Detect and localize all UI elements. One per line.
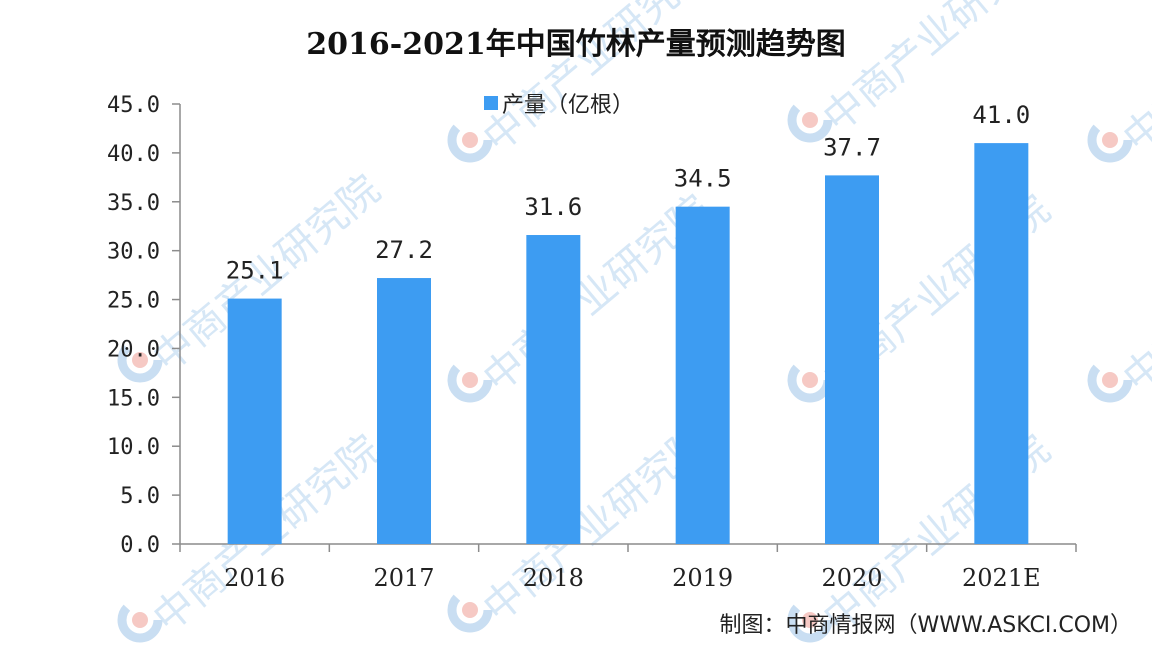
watermark-logo-core-icon [1102,372,1118,388]
bar [377,278,431,544]
chart-title: 2016-2021年中国竹林产量预测趋势图 [306,27,845,62]
x-tick-label: 2019 [672,564,733,592]
watermark-text: 中商产业研究院 [1115,186,1152,401]
x-tick-label: 2017 [373,564,434,592]
data-label: 41.0 [972,101,1030,129]
data-label: 31.6 [524,193,582,221]
legend-label: 产量（亿根） [502,93,634,118]
watermark-logo-core-icon [1102,132,1118,148]
watermark-logo-core-icon [462,372,478,388]
watermark-logo-core-icon [802,612,818,628]
bar [526,235,581,544]
watermark-mark: 中商产业研究院 [1087,186,1152,403]
bar [974,143,1029,544]
y-tick-label: 10.0 [107,435,160,460]
y-tick-label: 40.0 [107,142,160,167]
watermark-logo-icon [1087,117,1133,163]
watermark-logo-core-icon [462,132,478,148]
bar [227,298,282,544]
watermark-logo-icon [447,357,493,403]
data-labels: 25.1 27.2 31.6 34.5 37.7 41.0 [226,101,1030,284]
data-label: 37.7 [823,133,881,161]
watermark-logo-icon [1087,357,1133,403]
watermark-logo-core-icon [802,372,818,388]
y-tick-label: 30.0 [107,240,160,265]
y-tick-label: 15.0 [107,386,160,411]
x-tick-label: 2018 [523,564,584,592]
y-tick-label: 35.0 [107,191,160,216]
watermark-logo-icon [447,117,493,163]
watermark-logo-icon [447,587,493,633]
watermark-logo-icon [787,597,833,643]
watermark-logo-core-icon [132,612,148,628]
watermark-logo-core-icon [462,602,478,618]
watermark-text: 中商产业研究院 [475,0,719,162]
bar [675,206,730,544]
legend-swatch [484,96,498,110]
data-label: 34.5 [674,165,732,193]
x-tick-label: 2016 [224,564,285,592]
watermark-logo-core-icon [802,112,818,128]
y-tick-label: 45.0 [107,93,160,118]
bar [825,175,879,544]
data-label: 27.2 [375,236,433,264]
y-tick-label: 25.0 [107,289,160,314]
legend: 产量（亿根） [484,93,634,118]
watermark-mark: 中商产业研究院 [447,0,719,163]
watermark-logo-core-icon [132,352,148,368]
y-axis: 0.0 5.0 10.0 15.0 20.0 25.0 30.0 35.0 40.0 45.0 [107,93,181,558]
watermark-mark: 中商产业研究院 [1087,0,1152,163]
watermark-logo-icon [117,337,163,383]
x-tick-label: 2021E [962,564,1041,592]
x-axis: 2016 2017 2018 2019 2020 2021E [179,543,1077,592]
y-tick-label: 20.0 [107,337,160,362]
watermark-logo-icon [117,597,163,643]
y-tick-label: 5.0 [120,484,160,509]
watermark-logo-icon [787,97,833,143]
watermark-text: 中商产业研究院 [1115,0,1152,162]
source-note: 制图：中商情报网（WWW.ASKCI.COM） [720,613,1132,638]
bar-series [227,143,1029,544]
data-label: 25.1 [226,257,284,285]
x-tick-label: 2020 [821,564,882,592]
y-tick-label: 0.0 [120,533,160,558]
